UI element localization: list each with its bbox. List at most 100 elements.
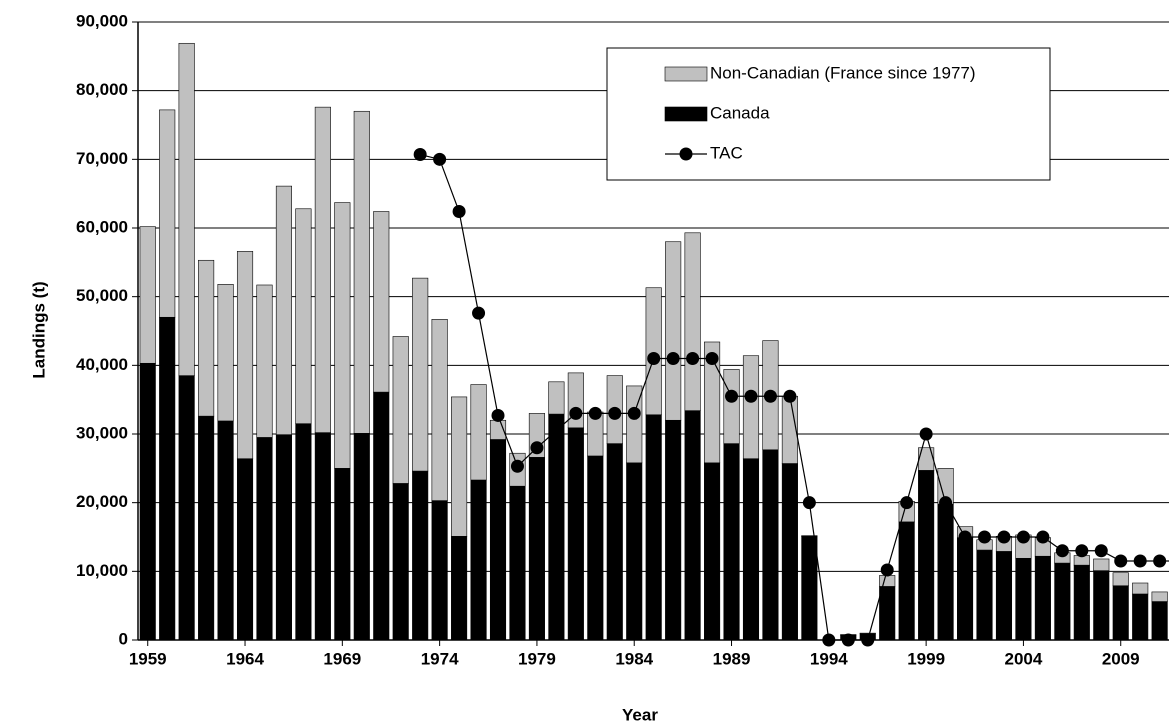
- bar: [198, 415, 215, 641]
- point: [1133, 554, 1147, 568]
- point: [433, 152, 447, 166]
- point: [530, 441, 544, 455]
- x-tick-label: 1989: [713, 649, 751, 668]
- bar: [937, 503, 954, 641]
- x-tick-label: 2009: [1102, 649, 1140, 668]
- y-tick-label: 20,000: [76, 492, 128, 511]
- point: [1094, 544, 1108, 558]
- y-tick-label: 10,000: [76, 561, 128, 580]
- y-tick-label: 60,000: [76, 217, 128, 236]
- bar: [801, 535, 818, 537]
- point: [763, 389, 777, 403]
- bar: [1151, 601, 1168, 641]
- bar: [1132, 593, 1149, 641]
- bar: [1073, 564, 1090, 641]
- x-tick-label: 1984: [615, 649, 653, 668]
- bar: [314, 432, 331, 641]
- x-tick-label: 1979: [518, 649, 556, 668]
- x-tick-label: 1974: [421, 649, 459, 668]
- bar: [781, 395, 798, 464]
- bar: [665, 419, 682, 641]
- point: [705, 351, 719, 365]
- bar: [256, 284, 273, 438]
- bar: [431, 500, 448, 641]
- bar: [334, 468, 351, 641]
- bar: [198, 259, 215, 417]
- point: [647, 351, 661, 365]
- bar: [314, 106, 331, 433]
- point: [978, 530, 992, 544]
- bar: [548, 381, 565, 415]
- x-tick-label: 2004: [1005, 649, 1043, 668]
- y-tick-label: 40,000: [76, 355, 128, 374]
- bar: [470, 384, 487, 481]
- bar: [139, 226, 156, 364]
- bar: [178, 375, 195, 641]
- x-tick-label: 1969: [323, 649, 361, 668]
- point: [510, 459, 524, 473]
- bar: [236, 458, 254, 641]
- bar: [159, 316, 176, 641]
- legend-swatch: [664, 66, 708, 82]
- bar: [470, 479, 487, 641]
- bar: [742, 458, 760, 641]
- bar: [684, 410, 701, 641]
- bar: [353, 433, 370, 641]
- point: [880, 563, 894, 577]
- bar: [1054, 562, 1071, 641]
- bar: [567, 427, 584, 641]
- y-tick-label: 80,000: [76, 80, 128, 99]
- point: [1075, 544, 1089, 558]
- bar: [217, 284, 234, 422]
- bar: [1034, 555, 1051, 641]
- bar: [373, 211, 390, 393]
- bar: [1093, 570, 1110, 641]
- y-tick-label: 70,000: [76, 149, 128, 168]
- bar: [509, 485, 526, 641]
- bar: [879, 586, 896, 641]
- x-axis-label: Year: [622, 705, 658, 724]
- bar: [918, 447, 935, 471]
- bar: [412, 470, 429, 641]
- point: [1114, 554, 1128, 568]
- y-tick-label: 30,000: [76, 423, 128, 442]
- point: [1055, 544, 1069, 558]
- bar: [898, 521, 915, 641]
- bar: [353, 110, 370, 434]
- bar: [742, 355, 760, 460]
- point: [491, 408, 505, 422]
- bar: [139, 362, 156, 641]
- bar: [723, 443, 740, 641]
- bar: [1132, 582, 1149, 595]
- x-tick-label: 1994: [810, 649, 848, 668]
- bar: [587, 455, 604, 641]
- y-tick-label: 90,000: [76, 11, 128, 30]
- x-tick-label: 1959: [129, 649, 167, 668]
- point: [919, 427, 933, 441]
- bar: [762, 449, 779, 641]
- bar: [1151, 591, 1168, 602]
- point: [588, 406, 602, 420]
- legend-swatch: [679, 147, 693, 161]
- bar: [781, 463, 798, 641]
- bar: [528, 457, 545, 641]
- bar: [295, 423, 312, 641]
- bar: [704, 341, 721, 464]
- legend-label: Non-Canadian (France since 1977): [710, 63, 976, 82]
- bar: [1112, 572, 1129, 587]
- bar: [995, 551, 1013, 641]
- bar: [704, 462, 721, 641]
- point: [997, 530, 1011, 544]
- bar: [334, 202, 351, 469]
- bar: [626, 385, 643, 464]
- bar: [918, 470, 935, 641]
- bar: [236, 251, 254, 460]
- bar: [451, 536, 468, 641]
- point: [413, 148, 427, 162]
- point: [1036, 530, 1050, 544]
- bar: [217, 420, 234, 641]
- bar: [431, 319, 448, 501]
- point: [802, 496, 816, 510]
- bar: [178, 42, 195, 376]
